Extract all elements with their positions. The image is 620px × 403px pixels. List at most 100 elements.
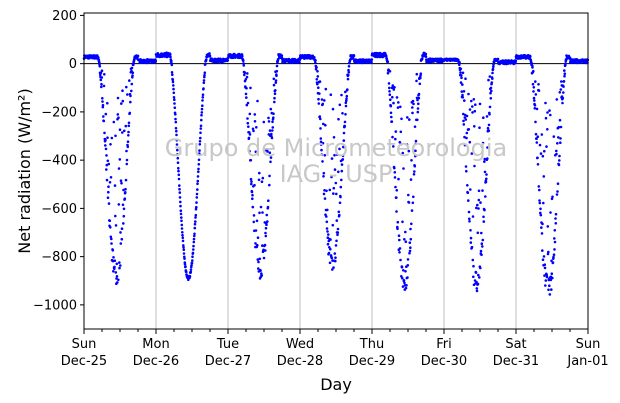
data-point xyxy=(337,117,340,121)
data-point xyxy=(317,102,321,105)
data-point xyxy=(189,270,193,274)
data-point xyxy=(173,106,177,109)
data-point xyxy=(245,96,248,99)
data-point xyxy=(552,135,556,138)
data-point xyxy=(468,217,471,221)
data-point xyxy=(393,176,397,179)
data-point xyxy=(208,54,212,58)
data-point xyxy=(532,96,536,100)
data-point xyxy=(345,97,348,101)
data-point xyxy=(328,261,332,265)
data-point xyxy=(541,249,544,252)
data-point xyxy=(346,88,349,91)
data-point xyxy=(107,185,110,188)
data-point xyxy=(318,80,322,83)
data-point xyxy=(197,163,201,166)
data-point xyxy=(117,116,120,119)
data-point xyxy=(248,149,251,153)
data-point xyxy=(347,68,350,72)
data-point xyxy=(246,117,249,120)
data-point xyxy=(533,99,536,102)
y-tick-label: −200 xyxy=(41,105,77,120)
data-point xyxy=(346,77,350,81)
data-point xyxy=(419,72,423,75)
data-point xyxy=(459,81,463,84)
data-point xyxy=(246,101,250,105)
data-point xyxy=(126,145,130,149)
data-point xyxy=(489,86,493,90)
data-point xyxy=(404,286,408,290)
data-point xyxy=(459,71,462,74)
data-point xyxy=(406,276,409,279)
y-tick-label: 0 xyxy=(69,57,77,72)
data-point xyxy=(560,80,563,83)
data-point xyxy=(406,264,410,267)
data-point xyxy=(121,131,124,134)
data-point xyxy=(491,67,495,71)
data-point xyxy=(200,118,203,122)
data-point xyxy=(261,176,265,180)
data-point xyxy=(344,90,347,94)
data-point xyxy=(196,188,199,191)
data-point xyxy=(121,203,125,207)
data-point xyxy=(539,211,542,215)
data-point xyxy=(347,65,351,68)
data-point xyxy=(100,82,103,86)
data-point xyxy=(154,59,158,63)
data-point xyxy=(466,184,469,187)
data-point xyxy=(388,93,392,96)
data-point xyxy=(101,100,104,103)
data-point xyxy=(200,107,204,111)
data-point xyxy=(489,91,492,95)
data-point xyxy=(545,275,549,279)
data-point xyxy=(268,129,272,132)
data-point xyxy=(122,214,126,218)
data-point xyxy=(472,275,475,279)
data-point xyxy=(261,244,264,247)
data-point xyxy=(269,160,272,164)
data-point xyxy=(174,117,177,121)
data-point xyxy=(474,103,477,106)
x-tick-weekday: Sun xyxy=(72,337,97,352)
data-point xyxy=(416,98,419,102)
data-point xyxy=(117,167,121,170)
data-point xyxy=(492,63,495,66)
data-point xyxy=(476,203,479,207)
data-point xyxy=(550,259,553,263)
x-tick-date: Dec-31 xyxy=(493,354,539,369)
data-point xyxy=(327,251,331,255)
data-point xyxy=(538,199,541,202)
data-point xyxy=(118,266,121,270)
data-point xyxy=(558,118,562,122)
data-point xyxy=(256,258,260,261)
data-point xyxy=(462,112,465,116)
data-point xyxy=(475,287,479,290)
data-point xyxy=(202,79,206,82)
data-point xyxy=(545,145,548,148)
data-point xyxy=(201,104,204,107)
data-point xyxy=(411,111,414,115)
data-point xyxy=(252,129,255,133)
data-point xyxy=(537,185,541,188)
data-point xyxy=(396,106,400,109)
data-point xyxy=(467,128,471,131)
data-point xyxy=(469,236,473,240)
data-point xyxy=(272,112,275,115)
data-point xyxy=(553,229,557,232)
data-point xyxy=(460,76,463,80)
data-point xyxy=(174,113,177,116)
data-point xyxy=(334,181,338,185)
data-point xyxy=(255,243,259,247)
data-point xyxy=(326,230,329,233)
data-point xyxy=(413,125,417,128)
data-point xyxy=(324,87,328,91)
data-point xyxy=(331,268,334,271)
data-point xyxy=(557,125,561,129)
data-point xyxy=(267,116,270,120)
data-point xyxy=(122,207,126,211)
data-point xyxy=(347,70,351,74)
data-point xyxy=(172,91,176,95)
data-point xyxy=(409,178,413,181)
data-point xyxy=(338,147,341,151)
